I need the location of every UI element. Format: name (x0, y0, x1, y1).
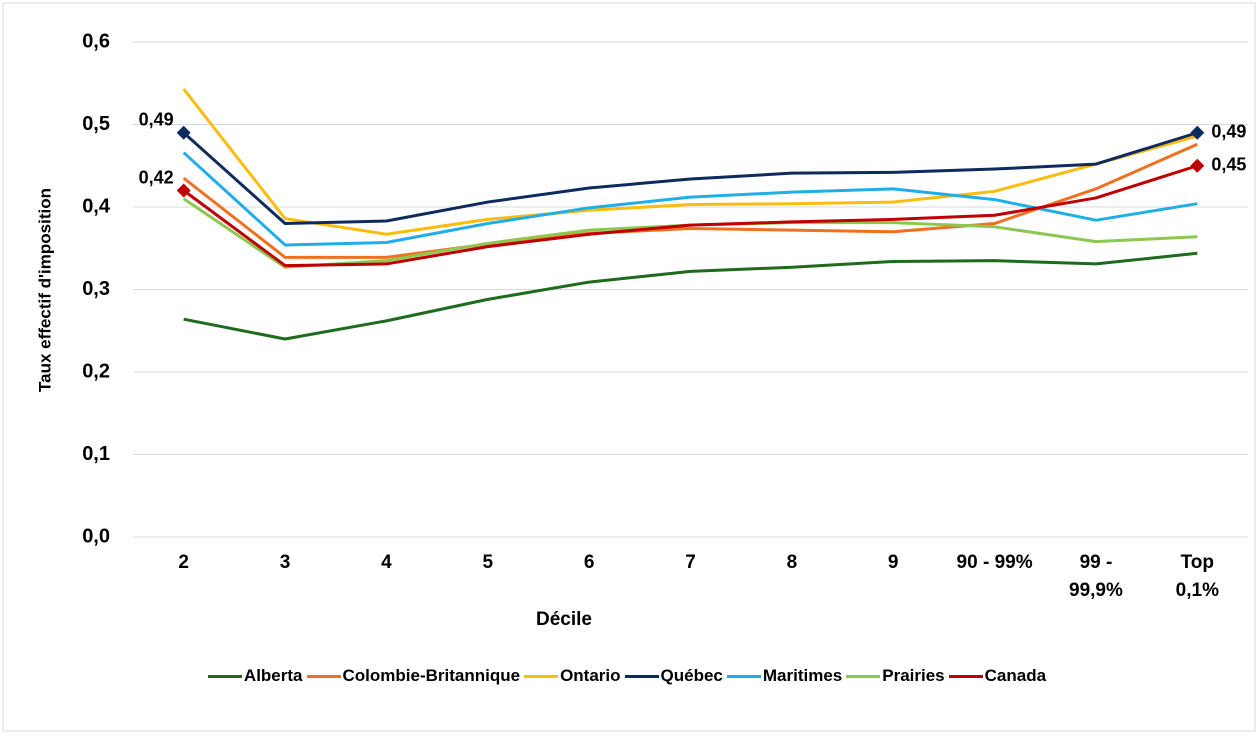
data-marker (1190, 158, 1205, 173)
legend-swatch (207, 674, 242, 678)
legend-item: Prairies (846, 666, 945, 686)
series-line (182, 142, 1198, 259)
series-line (182, 88, 1198, 236)
legend-label: Canada (984, 666, 1047, 685)
legend-swatch (846, 674, 881, 678)
legend: Alberta Colombie-Britannique Ontario Québec… (0, 666, 1258, 686)
x-tick-label: 6 (583, 552, 595, 573)
x-tick-label: 90 - 99% (956, 552, 1033, 573)
series-line (183, 251, 1198, 341)
data-marker (176, 125, 191, 140)
data-label: 0,45 (1211, 155, 1246, 175)
series-line (182, 151, 1198, 247)
x-tick-label: 3 (279, 552, 291, 573)
legend-label: Prairies (882, 666, 945, 685)
legend-item: Ontario (524, 666, 621, 686)
x-axis-title: Décile (536, 609, 592, 630)
y-tick-label: 0,0 (82, 525, 110, 547)
y-tick-label: 0,3 (82, 278, 110, 300)
x-tick-label: 5 (482, 552, 494, 573)
legend-item: Maritimes (726, 666, 843, 686)
x-tick-label: 9 (887, 552, 899, 573)
legend-label: Maritimes (762, 666, 843, 685)
legend-swatch (306, 674, 341, 678)
y-tick-label: 0,6 (82, 30, 110, 52)
data-marker (176, 183, 191, 198)
legend-label: Alberta (243, 666, 303, 685)
data-label: 0,42 (139, 167, 174, 187)
data-label: 0,49 (139, 110, 174, 130)
series-line (182, 164, 1198, 268)
x-tick-label: 8 (786, 552, 798, 573)
legend-item: Colombie-Britannique (306, 666, 521, 686)
legend-swatch (624, 674, 659, 678)
legend-item: Canada (948, 666, 1047, 686)
data-marker (1190, 125, 1205, 140)
legend-label: Québec (660, 666, 723, 685)
y-tick-label: 0,2 (82, 360, 110, 382)
legend-swatch (726, 674, 761, 678)
legend-item: Alberta (207, 666, 303, 686)
legend-swatch (524, 674, 559, 678)
y-tick-label: 0,5 (82, 113, 110, 135)
legend-label: Colombie-Britannique (342, 666, 521, 685)
data-label: 0,49 (1211, 122, 1246, 142)
y-axis-title: Taux effectif d'imposition (35, 188, 54, 392)
legend-swatch (948, 674, 983, 678)
x-tick-label: 2 (178, 552, 189, 573)
legend-label: Ontario (560, 666, 621, 685)
x-tick-label: 4 (381, 552, 392, 573)
y-tick-label: 0,4 (82, 195, 111, 217)
y-tick-label: 0,1 (82, 443, 110, 465)
x-tick-label: 99 - 99,9% (1069, 552, 1123, 601)
series-line (182, 131, 1198, 225)
x-tick-label: 7 (685, 552, 696, 573)
x-tick-label: Top 0,1% (1175, 552, 1219, 601)
legend-item: Québec (624, 666, 723, 686)
